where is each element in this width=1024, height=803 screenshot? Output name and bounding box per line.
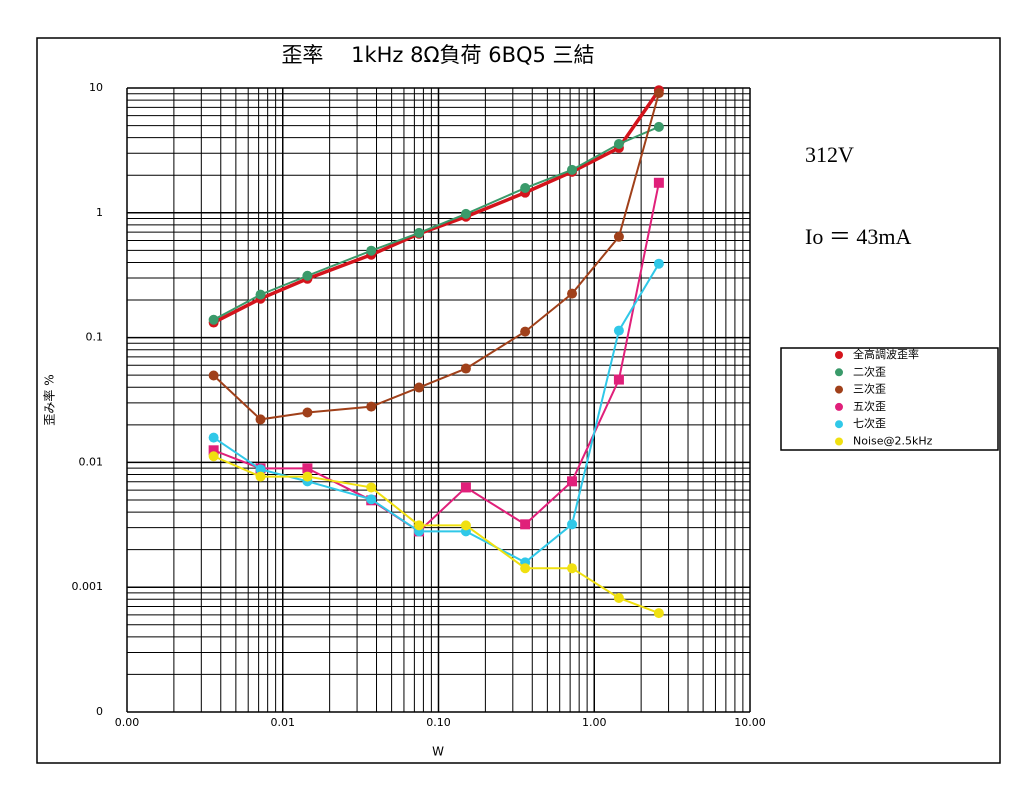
marker	[613, 374, 624, 385]
marker	[613, 231, 624, 242]
marker	[613, 138, 624, 149]
marker	[653, 608, 664, 619]
legend-label: 三次歪	[853, 382, 886, 396]
marker	[208, 432, 219, 443]
marker	[208, 314, 219, 325]
legend-marker	[835, 385, 843, 394]
marker	[366, 482, 377, 493]
legend-label: 五次歪	[853, 399, 886, 413]
annotation: Io ＝ 43mA	[805, 224, 911, 249]
x-tick-label: 0.01	[271, 716, 296, 729]
y-tick-label: 1	[96, 206, 103, 219]
y-tick-label: 10	[89, 81, 103, 94]
marker	[653, 177, 664, 188]
marker	[567, 563, 578, 574]
marker	[567, 288, 578, 299]
legend-label: Noise@2.5kHz	[853, 435, 933, 448]
x-axis-label: W	[432, 745, 444, 759]
marker	[208, 370, 219, 381]
series-line	[212, 92, 660, 421]
y-tick-label: 0.01	[79, 455, 104, 468]
legend	[780, 347, 999, 451]
marker	[208, 445, 219, 456]
x-tick-label: 0.00	[115, 716, 140, 729]
marker	[414, 382, 425, 393]
marker	[255, 471, 266, 482]
series-line	[213, 125, 660, 321]
marker	[613, 325, 624, 336]
marker	[567, 476, 578, 487]
marker	[520, 326, 531, 337]
marker	[366, 401, 377, 412]
marker	[302, 471, 313, 482]
series-line	[213, 263, 660, 564]
legend-marker	[835, 420, 843, 429]
series-line	[212, 89, 661, 325]
y-tick-label: 0.1	[86, 331, 104, 344]
marker	[208, 451, 219, 462]
marker	[520, 519, 531, 530]
legend-marker	[835, 351, 843, 359]
legend-label: 全高調波歪率	[853, 347, 919, 361]
marker	[302, 270, 313, 281]
legend-marker	[835, 437, 843, 446]
marker	[613, 592, 624, 603]
marker	[414, 520, 425, 531]
annotation: 312V	[805, 142, 854, 167]
marker	[520, 183, 531, 194]
x-tick-label: 1.00	[582, 716, 607, 729]
marker	[520, 563, 531, 574]
x-tick-label: 0.10	[426, 716, 451, 729]
marker	[567, 164, 578, 175]
marker	[460, 520, 471, 531]
marker	[255, 414, 266, 425]
y-tick-label: 0	[96, 705, 103, 718]
marker	[460, 208, 471, 219]
legend-label: 二次歪	[853, 364, 886, 378]
legend-label: 七次歪	[853, 416, 886, 430]
marker	[366, 494, 377, 505]
marker	[653, 121, 664, 132]
legend-marker	[835, 368, 843, 377]
marker	[366, 245, 377, 256]
chart-title: 歪率 1kHz 8Ω負荷 6BQ5 三結	[281, 43, 594, 67]
marker	[302, 407, 313, 418]
series-line	[213, 455, 660, 615]
x-tick-label: 10.00	[734, 716, 766, 729]
legend-marker	[835, 402, 843, 411]
marker	[653, 88, 664, 99]
y-axis-label: 歪み率 %	[42, 374, 57, 425]
marker	[255, 289, 266, 300]
marker	[460, 363, 471, 374]
marker	[414, 227, 425, 238]
y-tick-label: 0.001	[72, 580, 104, 593]
marker	[567, 519, 578, 530]
marker	[460, 482, 471, 493]
marker	[255, 464, 266, 475]
marker	[653, 258, 664, 269]
marker	[302, 463, 313, 474]
